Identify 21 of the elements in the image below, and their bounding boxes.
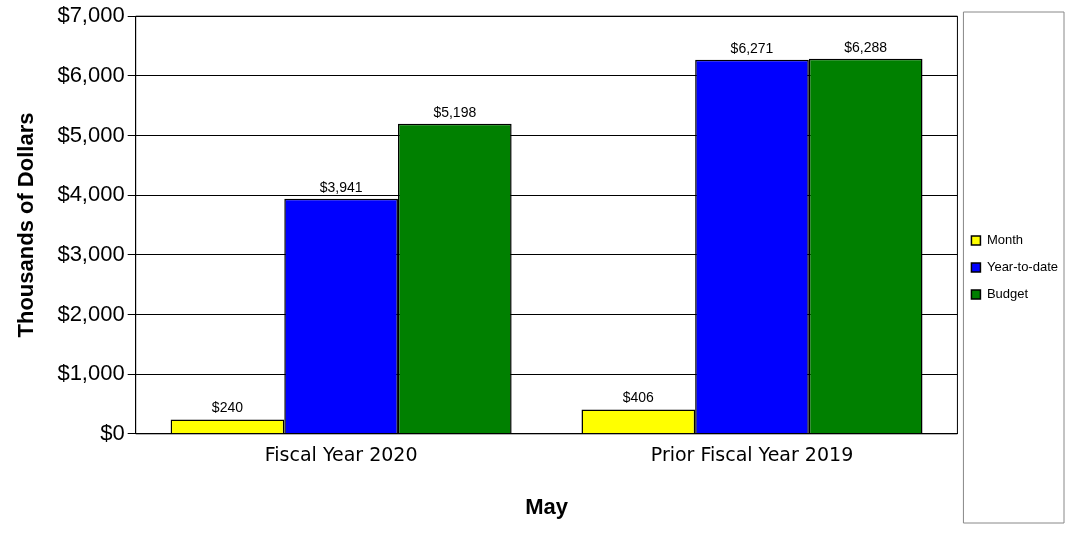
x-tick-label: Prior Fiscal Year 2019	[650, 443, 854, 466]
data-label: $6,271	[730, 39, 774, 56]
y-tick-label: $1,000	[57, 360, 125, 386]
x-tick-label: Fiscal Year 2020	[264, 443, 418, 466]
data-label: $3,941	[319, 178, 363, 195]
data-label: $5,198	[433, 103, 477, 120]
y-tick-label: $4,000	[57, 181, 125, 207]
y-tick-label: $2,000	[57, 300, 125, 326]
data-label: $406	[622, 389, 655, 406]
data-label: $240	[211, 399, 244, 416]
y-tick-label: $5,000	[57, 121, 125, 147]
y-tick-label: $6,000	[57, 61, 125, 87]
data-label: $6,288	[844, 38, 888, 55]
x-axis-title: May	[525, 493, 569, 519]
legend-label: Month	[986, 232, 1024, 248]
legend-label: Year-to-date	[986, 259, 1059, 275]
y-tick-label: $3,000	[57, 240, 125, 266]
y-tick-label: $7,000	[57, 2, 125, 28]
y-tick-label: $0	[100, 419, 125, 445]
legend-label: Budget	[986, 286, 1029, 302]
y-axis-title: Thousands of Dollars	[13, 112, 39, 338]
